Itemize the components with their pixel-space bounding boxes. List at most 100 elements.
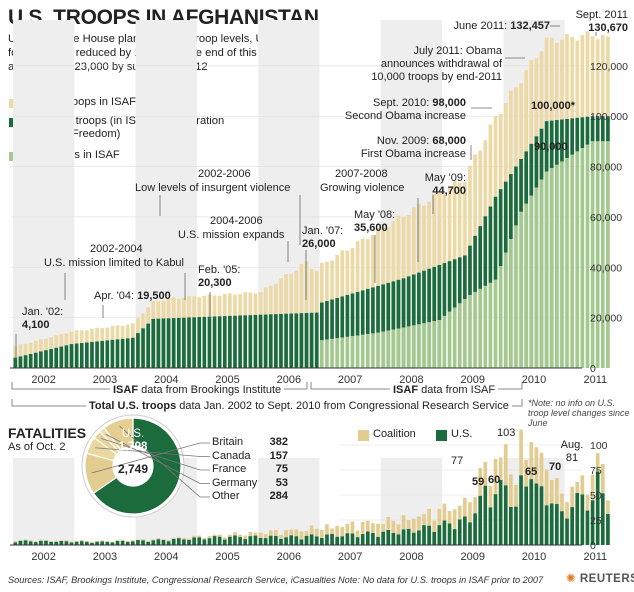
- annotation-p0204-desc: U.S. mission limited to Kabul: [44, 257, 184, 269]
- fatal-bar-coalition: [396, 524, 401, 535]
- troop-bar-foreign: [105, 327, 110, 341]
- troop-bar-total-us: [187, 317, 191, 368]
- troop-bar-total-us: [600, 116, 605, 142]
- footer-note: Note: No data for U.S. troops in ISAF pr…: [338, 575, 544, 585]
- fatal-bar-coalition: [207, 536, 212, 539]
- fatal-bar-us: [69, 542, 74, 545]
- troop-bar-total-us: [335, 297, 340, 339]
- fatal-bar-us: [299, 539, 304, 545]
- fatal-bar-us: [258, 537, 263, 545]
- fatal-bar-us: [314, 536, 319, 545]
- troop-bar-total-us: [320, 302, 324, 341]
- fatal-bar-us: [529, 479, 534, 545]
- fatal-bar-us: [136, 540, 140, 545]
- troop-xtick-label: 2010: [522, 374, 546, 386]
- troop-bar-total-us: [228, 315, 232, 368]
- troop-bar-total-us: [192, 317, 196, 368]
- annotation-p0406-years: 2004-2006: [210, 215, 263, 227]
- troop-bar-total-us: [64, 345, 69, 368]
- fatal-bar-us: [534, 483, 539, 545]
- troop-bar-total-us: [141, 328, 145, 368]
- annotation-may08-label: May '08:: [354, 209, 396, 221]
- fatal-bar-us: [74, 541, 79, 545]
- annotation-peak-isaf: 100,000*: [531, 100, 575, 113]
- troop-bar-foreign: [509, 90, 513, 175]
- troop-bar-foreign: [529, 60, 534, 144]
- fatal-bar-us: [590, 500, 595, 545]
- troop-bar-us-isaf: [381, 331, 385, 368]
- pie-row-label: Other: [212, 490, 240, 502]
- troop-bar-us-isaf: [580, 148, 585, 368]
- troop-bar-total-us: [304, 312, 309, 368]
- fatal-bar-coalition: [248, 532, 253, 537]
- fatal-bar-us: [427, 525, 431, 545]
- fatal-bar-coalition: [565, 502, 569, 519]
- troop-bar-total-us: [176, 317, 181, 368]
- fatal-bar-us: [33, 542, 38, 545]
- fatal-bar-us: [498, 479, 503, 545]
- troop-bar-foreign: [580, 34, 585, 118]
- troop-bar-total-us: [69, 344, 74, 368]
- fatal-bar-coalition: [79, 539, 84, 542]
- fatal-bar-us: [248, 536, 253, 545]
- fatal-bar-coalition: [141, 539, 145, 541]
- troop-bar-foreign: [49, 337, 53, 350]
- fatal-xtick-label: 2007: [338, 551, 362, 563]
- troop-bar-us-isaf: [447, 311, 452, 368]
- fatal-bar-coalition: [468, 502, 472, 523]
- fatal-bar-us: [95, 541, 99, 545]
- troop-ytick-label: 0: [590, 363, 596, 375]
- troop-xtick-label: 2009: [461, 374, 485, 386]
- fatal-bar-coalition: [529, 442, 534, 480]
- fatal-bar-us: [539, 486, 544, 545]
- troop-bar-total-us: [125, 338, 130, 368]
- troop-bar-foreign: [427, 201, 431, 269]
- fatal-bar-coalition: [401, 515, 406, 530]
- fatal-bar-coalition: [411, 518, 416, 533]
- troop-bar-total-us: [365, 288, 370, 335]
- fatal-bar-coalition: [391, 520, 396, 533]
- troop-bar-foreign: [376, 228, 380, 286]
- troop-bar-total-us: [161, 318, 166, 368]
- fatal-bar-coalition: [90, 541, 94, 543]
- troop-bar-total-us: [171, 318, 176, 368]
- troop-bar-total-us: [452, 259, 457, 308]
- fatal-bar-coalition: [325, 524, 329, 535]
- fatalities-peak-77: 77: [451, 455, 464, 467]
- fatal-bar-us: [595, 471, 600, 545]
- fatal-bar-us: [85, 541, 89, 545]
- fatal-bar-coalition: [151, 539, 156, 541]
- troop-bar-foreign: [28, 342, 33, 354]
- fatal-bar-coalition: [309, 525, 314, 535]
- annotation-jan02-label: Jan. '02:: [22, 306, 64, 318]
- fatal-bar-coalition: [386, 517, 391, 530]
- fatal-bar-us: [279, 538, 283, 545]
- troop-bar-foreign: [64, 333, 69, 346]
- troop-year-band: [503, 20, 565, 368]
- pie-row-value: 382: [269, 436, 288, 448]
- fatal-bar-coalition: [406, 520, 411, 529]
- source-crs-bold: Total U.S. troops: [89, 400, 177, 412]
- fatal-bar-coalition: [335, 525, 340, 537]
- troop-xtick-label: 2002: [31, 374, 55, 386]
- fatal-bar-us: [23, 540, 28, 545]
- troop-bar-total-us: [503, 181, 508, 253]
- annotation-apr04-value: 19,500: [137, 290, 171, 302]
- fatal-bar-us: [156, 539, 161, 545]
- troop-bar-total-us: [13, 357, 18, 368]
- annotation-sep10-label: Sept. 2010:: [373, 97, 430, 109]
- troop-bar-total-us: [539, 128, 544, 180]
- source-isaf: ISAF data from ISAF: [390, 384, 499, 397]
- annotation-jan02-value: 4,100: [22, 319, 50, 331]
- troop-bar-foreign: [549, 37, 554, 121]
- troop-bar-total-us: [437, 264, 442, 321]
- troop-bar-total-us: [381, 284, 385, 332]
- fatal-ytick-label: 50: [590, 490, 602, 502]
- fatal-bar-coalition: [238, 534, 242, 538]
- troop-bar-us-isaf: [514, 225, 518, 368]
- troop-bar-foreign: [371, 234, 375, 288]
- troop-bar-foreign: [171, 297, 176, 319]
- troop-bar-total-us: [565, 118, 569, 159]
- footer-sources: Sources: ISAF, Brookings Institute, Cong…: [8, 575, 336, 585]
